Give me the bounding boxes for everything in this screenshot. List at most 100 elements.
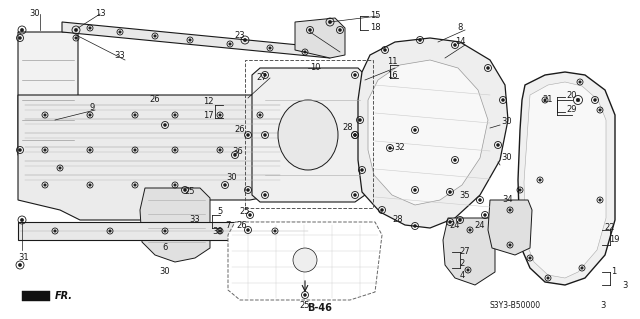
Circle shape xyxy=(54,230,56,232)
Text: 30: 30 xyxy=(212,227,223,236)
Text: 26: 26 xyxy=(235,125,245,135)
Circle shape xyxy=(74,28,77,32)
Circle shape xyxy=(134,184,136,186)
Circle shape xyxy=(174,184,176,186)
Circle shape xyxy=(274,230,276,232)
Text: 19: 19 xyxy=(609,235,620,244)
Circle shape xyxy=(454,44,456,46)
Circle shape xyxy=(383,48,387,51)
Circle shape xyxy=(419,39,421,41)
Circle shape xyxy=(246,189,250,191)
Circle shape xyxy=(134,114,136,116)
Polygon shape xyxy=(140,188,210,262)
Circle shape xyxy=(479,199,481,201)
Text: 36: 36 xyxy=(232,147,243,157)
Circle shape xyxy=(544,99,546,101)
Polygon shape xyxy=(18,222,310,240)
Circle shape xyxy=(354,74,356,76)
Circle shape xyxy=(468,229,471,231)
Circle shape xyxy=(89,27,92,29)
Text: 30: 30 xyxy=(29,10,40,19)
Text: 30: 30 xyxy=(502,117,512,127)
Text: 27: 27 xyxy=(460,248,470,256)
Polygon shape xyxy=(524,82,606,278)
Text: 15: 15 xyxy=(370,11,380,19)
Polygon shape xyxy=(295,18,345,58)
Circle shape xyxy=(599,199,601,201)
Circle shape xyxy=(486,67,490,70)
Circle shape xyxy=(44,114,46,116)
Circle shape xyxy=(223,184,227,186)
Text: 17: 17 xyxy=(203,112,213,121)
Circle shape xyxy=(19,37,21,40)
Text: 9: 9 xyxy=(90,103,95,113)
Circle shape xyxy=(189,39,191,41)
Text: 6: 6 xyxy=(163,243,168,253)
Text: 33: 33 xyxy=(115,50,125,60)
Polygon shape xyxy=(488,200,532,255)
Circle shape xyxy=(264,74,266,76)
Circle shape xyxy=(484,214,486,216)
Text: 27: 27 xyxy=(257,73,268,83)
Circle shape xyxy=(19,149,21,152)
Circle shape xyxy=(381,209,383,211)
Text: 25: 25 xyxy=(300,300,310,309)
Text: 26: 26 xyxy=(150,95,160,105)
Circle shape xyxy=(449,190,451,193)
Circle shape xyxy=(509,209,511,211)
Circle shape xyxy=(246,134,250,137)
Circle shape xyxy=(459,219,461,221)
Text: 26: 26 xyxy=(237,220,247,229)
Circle shape xyxy=(164,230,166,232)
Text: 12: 12 xyxy=(203,98,213,107)
Text: 2: 2 xyxy=(460,259,465,269)
Text: 33: 33 xyxy=(189,216,200,225)
Text: 30: 30 xyxy=(502,153,512,162)
Text: 13: 13 xyxy=(95,10,106,19)
Circle shape xyxy=(388,147,392,149)
Text: 28: 28 xyxy=(393,216,403,225)
Circle shape xyxy=(248,214,252,216)
Polygon shape xyxy=(368,60,488,205)
Circle shape xyxy=(20,219,24,222)
Text: 32: 32 xyxy=(395,144,405,152)
Circle shape xyxy=(19,263,22,267)
Circle shape xyxy=(413,189,417,191)
Text: 34: 34 xyxy=(502,196,513,204)
Circle shape xyxy=(539,179,541,181)
Text: 31: 31 xyxy=(19,254,29,263)
Circle shape xyxy=(259,114,261,116)
Text: 5: 5 xyxy=(218,207,223,217)
Circle shape xyxy=(502,99,504,101)
Text: 21: 21 xyxy=(543,95,553,105)
Text: 14: 14 xyxy=(455,38,465,47)
Circle shape xyxy=(246,229,250,231)
Text: FR.: FR. xyxy=(55,291,73,301)
Circle shape xyxy=(243,38,246,41)
Circle shape xyxy=(264,194,266,197)
Text: 8: 8 xyxy=(458,24,463,33)
Polygon shape xyxy=(358,38,508,228)
Circle shape xyxy=(328,20,332,24)
Circle shape xyxy=(219,149,221,151)
Circle shape xyxy=(358,119,362,122)
Circle shape xyxy=(303,293,307,296)
Text: 18: 18 xyxy=(370,24,380,33)
Text: 30: 30 xyxy=(227,174,237,182)
Circle shape xyxy=(269,47,271,49)
Circle shape xyxy=(304,51,306,53)
Circle shape xyxy=(467,269,469,271)
Circle shape xyxy=(20,28,24,32)
Circle shape xyxy=(219,230,221,232)
Circle shape xyxy=(119,31,121,33)
Circle shape xyxy=(576,98,580,102)
Circle shape xyxy=(308,29,312,31)
Polygon shape xyxy=(443,218,495,285)
Circle shape xyxy=(109,230,111,232)
Text: 7: 7 xyxy=(225,220,230,229)
Circle shape xyxy=(89,149,92,151)
Polygon shape xyxy=(18,32,78,172)
Text: S3Y3-B50000: S3Y3-B50000 xyxy=(490,300,541,309)
Circle shape xyxy=(547,277,549,279)
Text: 25: 25 xyxy=(185,188,195,197)
